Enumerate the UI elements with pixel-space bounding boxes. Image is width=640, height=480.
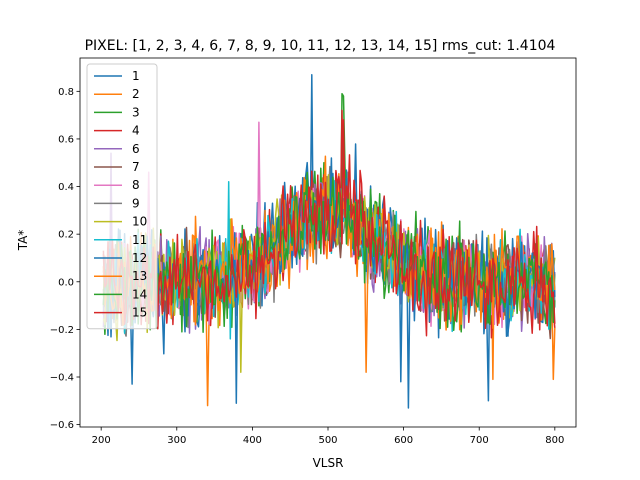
legend-label-13: 13 — [132, 269, 147, 283]
x-tick-label: 200 — [92, 435, 111, 446]
legend-label-4: 4 — [132, 124, 140, 138]
legend-label-2: 2 — [132, 87, 140, 101]
y-tick-label: 0.6 — [58, 134, 74, 145]
x-tick-label: 700 — [470, 435, 489, 446]
legend-label-14: 14 — [132, 287, 147, 301]
y-tick-label: −0.6 — [50, 420, 74, 431]
legend-label-12: 12 — [132, 251, 147, 265]
legend-label-15: 15 — [132, 306, 147, 320]
y-tick-label: −0.2 — [50, 325, 74, 336]
legend-label-3: 3 — [132, 105, 140, 119]
legend-label-1: 1 — [132, 69, 140, 83]
legend-label-10: 10 — [132, 215, 147, 229]
y-axis-label: TA* — [16, 230, 30, 252]
legend-label-6: 6 — [132, 142, 140, 156]
y-tick-label: 0.8 — [58, 87, 74, 98]
legend-label-8: 8 — [132, 178, 140, 192]
series-layer — [102, 73, 556, 409]
x-tick-label: 500 — [318, 435, 337, 446]
y-tick-label: 0.2 — [58, 230, 74, 241]
x-tick-label: 600 — [394, 435, 413, 446]
series-line-15 — [102, 119, 556, 337]
axes: 200 300 400 500 600 700 800 −0.6 −0.4 −0.2 0.0 0.2 0… — [50, 57, 577, 446]
y-tick-label: 0.4 — [58, 182, 74, 193]
chart-title: PIXEL: [1, 2, 3, 4, 6, 7, 8, 9, 10, 11, … — [85, 38, 556, 54]
legend-label-11: 11 — [132, 233, 147, 247]
x-tick-label: 800 — [545, 435, 564, 446]
y-tick-label: 0.0 — [58, 277, 74, 288]
x-tick-label: 300 — [167, 435, 186, 446]
x-axis-label: VLSR — [313, 456, 344, 470]
y-tick-label: −0.4 — [50, 373, 74, 384]
legend-label-9: 9 — [132, 196, 140, 210]
legend-label-7: 7 — [132, 160, 140, 174]
x-tick-label: 400 — [243, 435, 262, 446]
